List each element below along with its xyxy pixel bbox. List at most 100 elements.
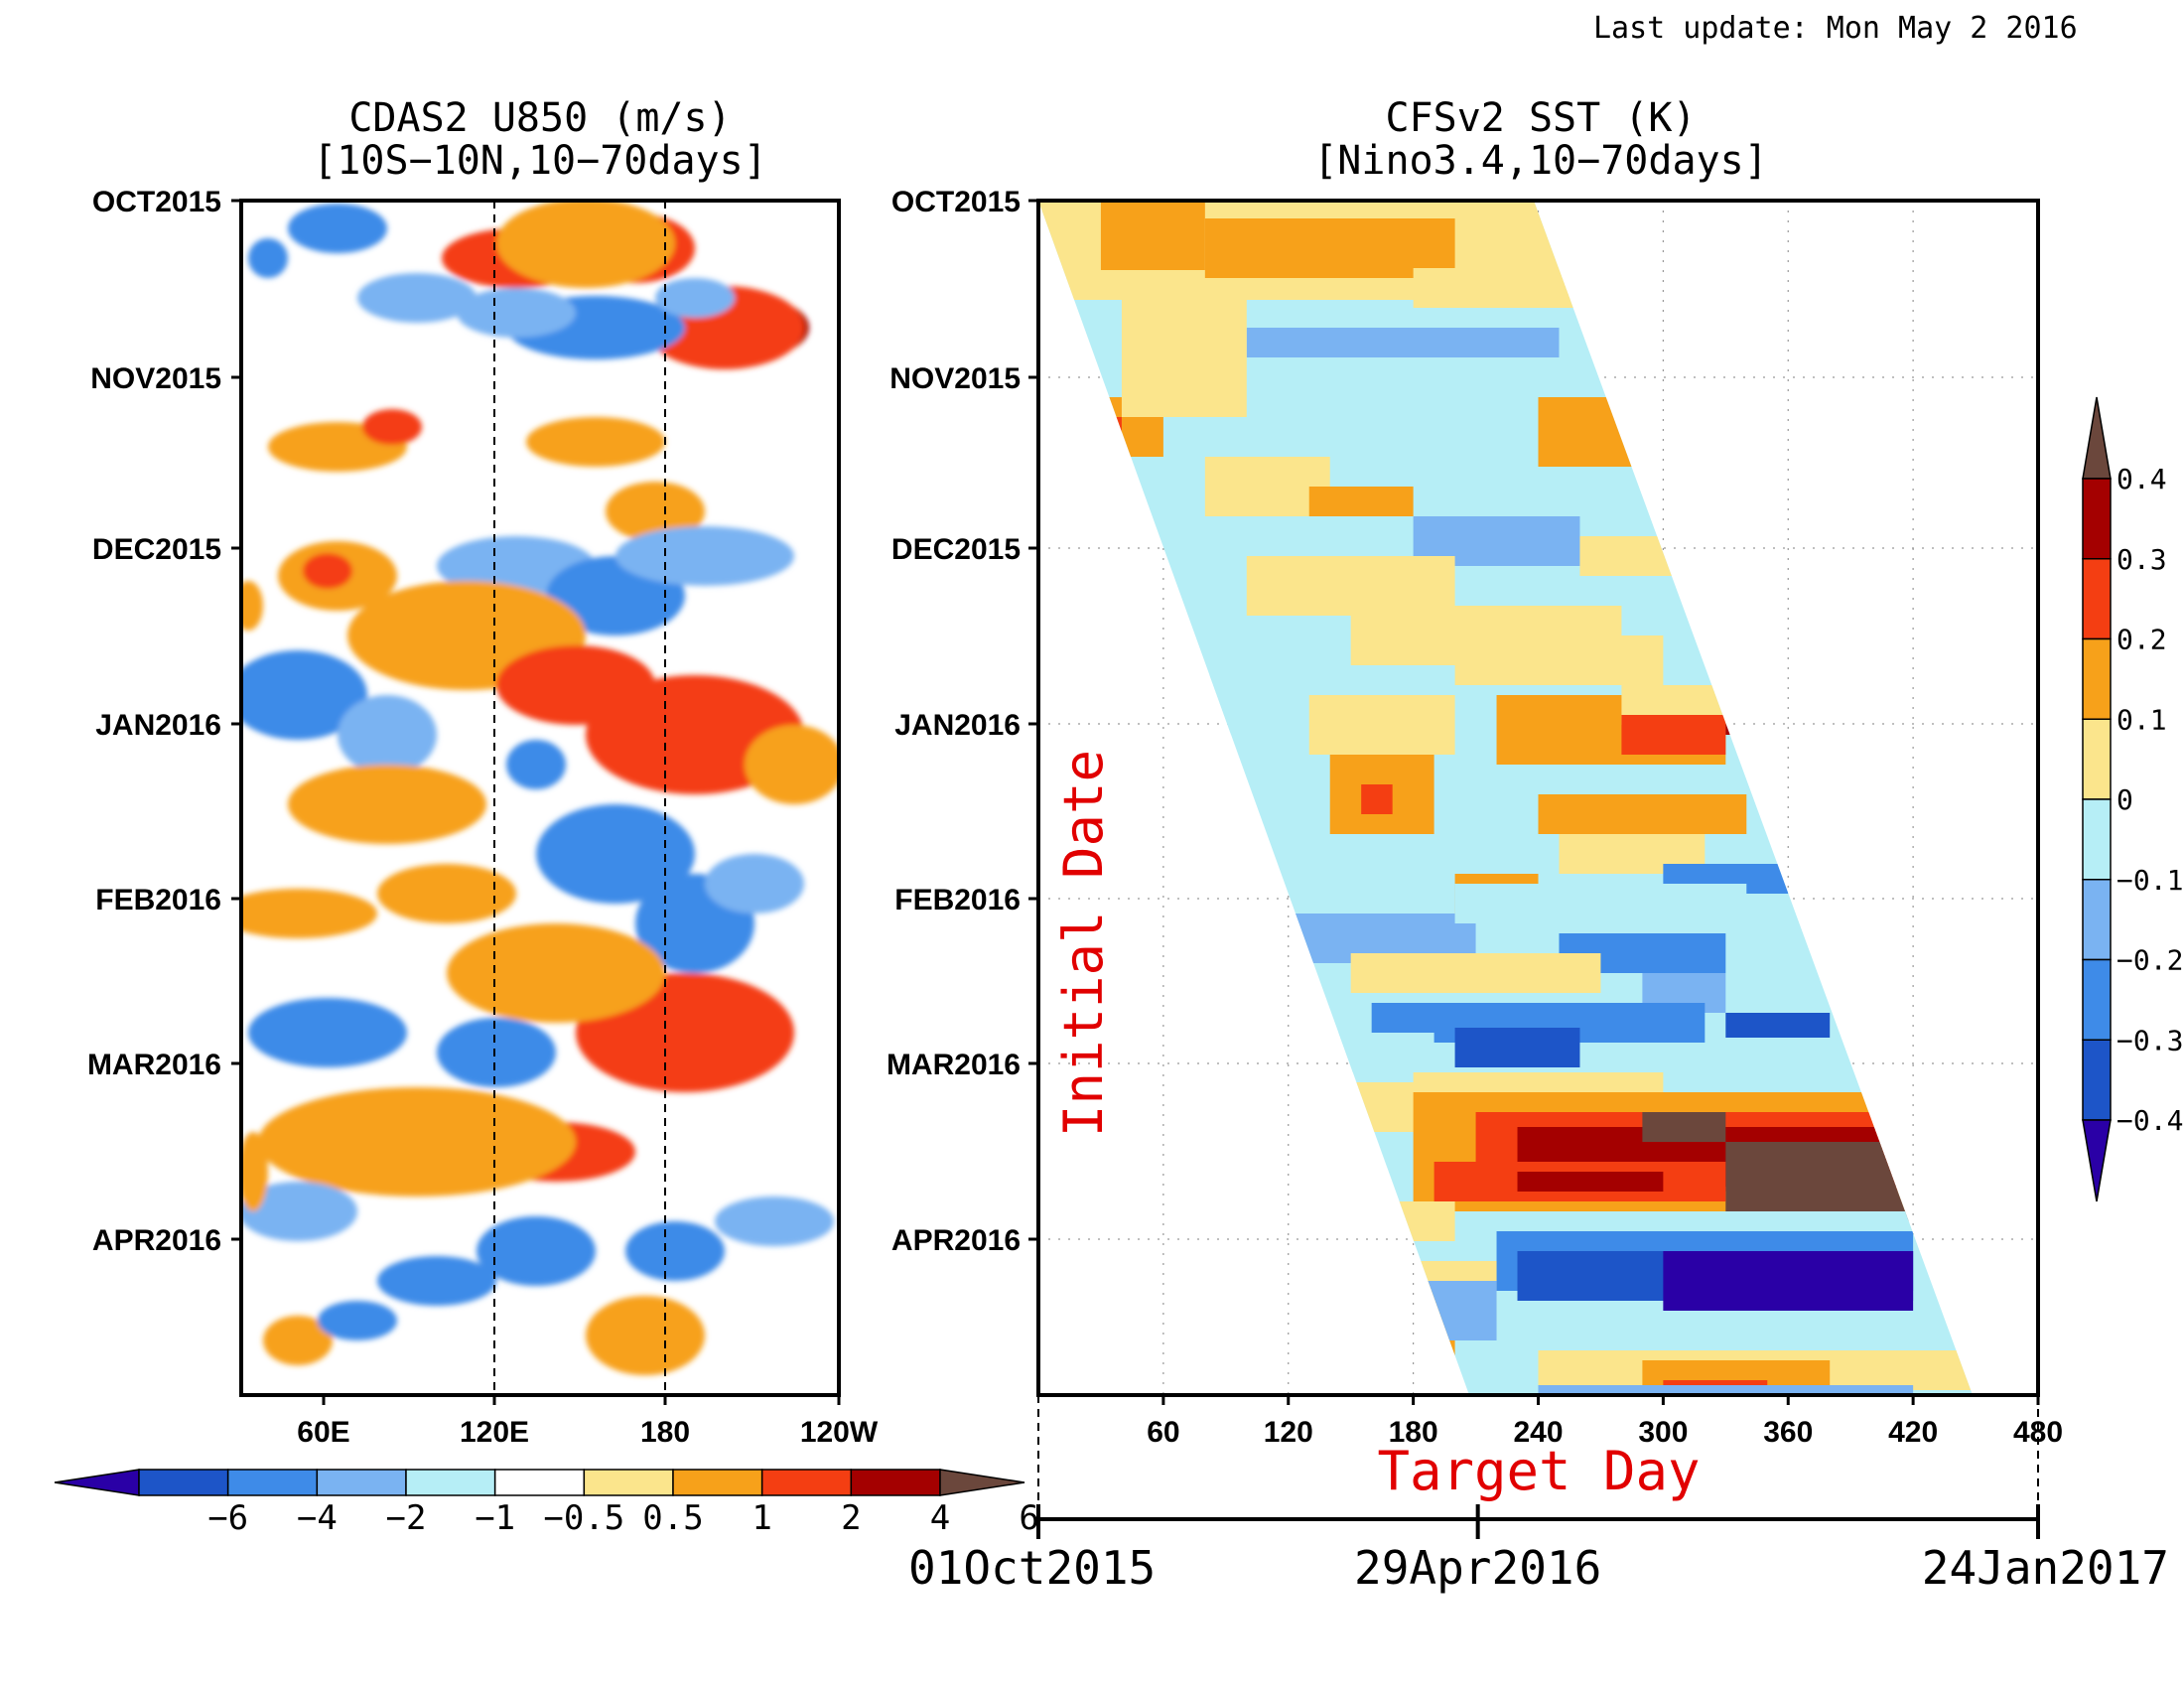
- left-anomaly-cell: [615, 526, 794, 586]
- right-anomaly-band: [1538, 794, 1747, 834]
- left-anomaly-cell: [241, 581, 263, 631]
- left-y-axis: OCT2015 NOV2015 DEC2015 JAN2016 FEB2016 …: [87, 186, 221, 1257]
- left-xtick-label: 120E: [460, 1416, 529, 1449]
- left-colorbar-cell: [939, 1469, 1025, 1496]
- left-anomaly-cell: [745, 725, 839, 804]
- right-anomaly-band: [1454, 635, 1664, 685]
- left-colorbar-label: 2: [841, 1498, 861, 1538]
- date-axis-label: 29Apr2016: [1354, 1541, 1601, 1595]
- left-anomaly-cell: [357, 273, 477, 323]
- left-anomaly-cell: [338, 695, 437, 774]
- left-anomaly-cell: [655, 278, 735, 318]
- right-xtick-label: 300: [1638, 1416, 1688, 1449]
- left-ytick-label: APR2016: [92, 1224, 221, 1257]
- left-anomaly-cell: [477, 1216, 596, 1286]
- right-colorbar-label: −0.1: [2116, 864, 2183, 897]
- left-anomaly-cell: [288, 204, 387, 253]
- right-y-axis: OCT2015 NOV2015 DEC2015 JAN2016 FEB2016 …: [887, 186, 1021, 1257]
- right-anomaly-band: [1392, 1281, 1497, 1340]
- left-colorbar-cell: [54, 1469, 140, 1496]
- left-xtick-label: 120W: [800, 1416, 879, 1449]
- left-colorbar-cell: [583, 1469, 674, 1496]
- left-colorbar-cell: [672, 1469, 763, 1496]
- left-subtitle: [10S−10N,10−70days]: [313, 138, 767, 184]
- left-ytick-label: OCT2015: [92, 186, 221, 218]
- left-anomaly-cell: [447, 923, 665, 1023]
- right-anomaly-band: [1246, 328, 1560, 357]
- left-anomaly-cell: [258, 1087, 576, 1196]
- right-colorbar-cell: [2082, 558, 2112, 640]
- left-colorbar-cell: [405, 1469, 496, 1496]
- left-xtick-label: 60E: [297, 1416, 349, 1449]
- right-anomaly-band: [1663, 1251, 1914, 1311]
- right-colorbar: 0.4 0.3 0.2 0.1 0 −0.1 −0.2 −0.3 −0.4: [2082, 396, 2183, 1202]
- right-anomaly-band: [1642, 1112, 1726, 1142]
- left-anomaly-cell: [303, 553, 352, 589]
- left-anomaly-cell: [263, 1316, 333, 1365]
- right-subtitle: [Nino3.4,10−70days]: [1313, 138, 1768, 184]
- right-colorbar-cell: [2082, 637, 2112, 720]
- right-x-axis: 60 120 180 240 300 360 420 480: [1147, 1395, 2063, 1449]
- right-colorbar-label: −0.4: [2116, 1104, 2183, 1137]
- left-colorbar-label: −2: [386, 1498, 427, 1538]
- right-colorbar-label: 0.4: [2116, 463, 2167, 495]
- left-ytick-label: NOV2015: [90, 362, 221, 395]
- left-heatmap: [241, 201, 839, 1395]
- right-anomaly-band: [1517, 1172, 1664, 1192]
- right-anomaly-band: [1579, 536, 1706, 576]
- left-colorbar-cell: [226, 1469, 319, 1496]
- right-ytick-label: JAN2016: [894, 709, 1021, 742]
- right-xtick-label: 420: [1888, 1416, 1938, 1449]
- right-colorbar-label: 0.2: [2116, 624, 2167, 656]
- right-xtick-label: 360: [1763, 1416, 1813, 1449]
- left-anomaly-cell: [506, 740, 566, 789]
- left-colorbar-label: 0.5: [642, 1498, 703, 1538]
- left-colorbar-cell: [493, 1469, 586, 1496]
- left-anomaly-cell: [241, 1132, 268, 1211]
- right-ytick-label: OCT2015: [891, 186, 1021, 218]
- y-axis-title: Initial Date: [1052, 750, 1115, 1137]
- right-ytick-label: NOV2015: [889, 362, 1021, 395]
- left-anomaly-cell: [377, 1256, 496, 1306]
- right-colorbar-cell: [2082, 718, 2112, 800]
- right-ytick-label: APR2016: [891, 1224, 1021, 1257]
- left-anomaly-cell: [496, 201, 675, 288]
- right-anomaly-band: [1621, 715, 1726, 755]
- x-axis-title: Target Day: [1377, 1440, 1700, 1502]
- left-anomaly-cell: [526, 417, 665, 467]
- left-anomaly-cell: [586, 1296, 705, 1375]
- right-colorbar-cell: [2082, 798, 2112, 881]
- date-axis-label: 24Jan2017: [1922, 1541, 2169, 1595]
- left-anomaly-cell: [288, 765, 486, 844]
- left-reference-lines: [493, 201, 666, 1395]
- left-x-axis: 60E 120E 180 120W: [297, 1416, 879, 1449]
- right-xtick-label: 120: [1264, 1416, 1313, 1449]
- right-xtick-label: 60: [1147, 1416, 1179, 1449]
- right-anomaly-band: [1725, 1013, 1831, 1038]
- right-colorbar-cell: [2082, 879, 2112, 961]
- left-frame: [239, 199, 841, 1397]
- date-axis: 01Oct2015 29Apr2016 24Jan2017: [908, 1504, 2169, 1595]
- right-colorbar-label: 0.3: [2116, 543, 2167, 576]
- left-ytick-label: MAR2016: [87, 1049, 221, 1081]
- right-anomaly-band: [1371, 1201, 1455, 1241]
- right-anomaly-band: [1100, 201, 1205, 270]
- right-heatmap: [1038, 201, 1973, 1395]
- right-colorbar-cell: [2082, 1119, 2112, 1202]
- left-colorbar-label: −1: [475, 1498, 515, 1538]
- left-title: CDAS2 U850 (m/s): [348, 95, 731, 141]
- left-anomaly-cell: [362, 409, 422, 445]
- left-ytick-label: JAN2016: [95, 709, 221, 742]
- left-colorbar-label: 1: [751, 1498, 771, 1538]
- right-anomaly-band: [1288, 1033, 1434, 1072]
- left-colorbar-label: −0.5: [543, 1498, 624, 1538]
- left-colorbar-label: 4: [930, 1498, 950, 1538]
- right-anomaly-band: [1079, 417, 1122, 442]
- right-anomaly-band: [1361, 784, 1393, 814]
- left-anomaly-cell: [457, 288, 576, 338]
- right-colorbar-cell: [2082, 478, 2112, 560]
- right-anomaly-band: [1538, 1385, 1914, 1395]
- left-colorbar-label: 6: [1019, 1498, 1038, 1538]
- right-anomaly-band: [1308, 487, 1414, 516]
